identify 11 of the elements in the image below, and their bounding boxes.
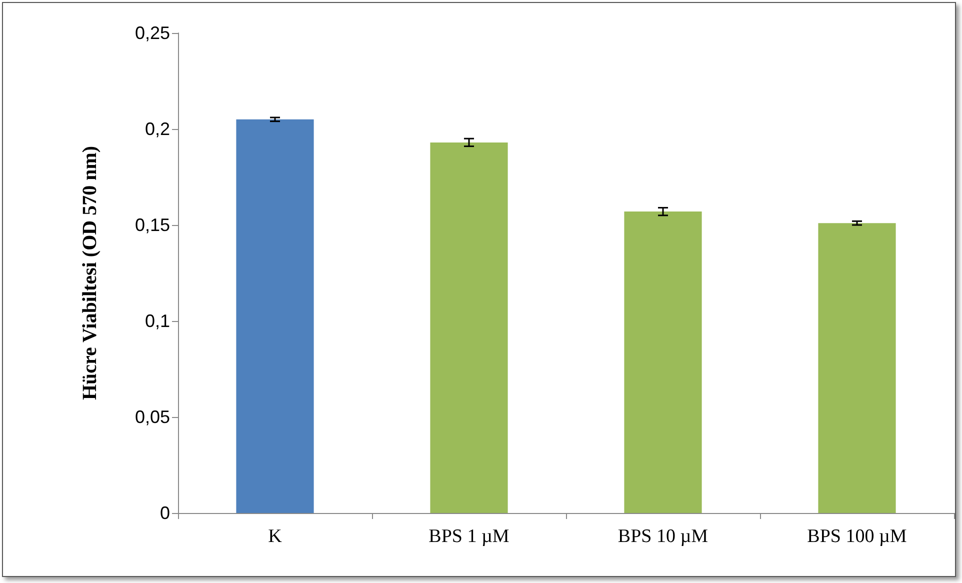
x-tick-label: BPS 1 µM bbox=[428, 526, 510, 547]
x-tick-label: BPS 10 µM bbox=[618, 526, 708, 547]
y-tick-label: 0 bbox=[160, 503, 170, 523]
y-axis-title: Hücre Viabiltesi (OD 570 nm) bbox=[79, 146, 101, 400]
y-tick-label: 0,15 bbox=[134, 215, 170, 235]
x-tick-label: BPS 100 µM bbox=[807, 526, 907, 547]
x-tick-label: K bbox=[268, 526, 282, 547]
y-tick-label: 0,1 bbox=[144, 311, 170, 331]
y-tick-label: 0,2 bbox=[144, 119, 170, 139]
y-tick-label: 0,25 bbox=[134, 23, 170, 43]
y-tick-label: 0,05 bbox=[134, 407, 170, 427]
